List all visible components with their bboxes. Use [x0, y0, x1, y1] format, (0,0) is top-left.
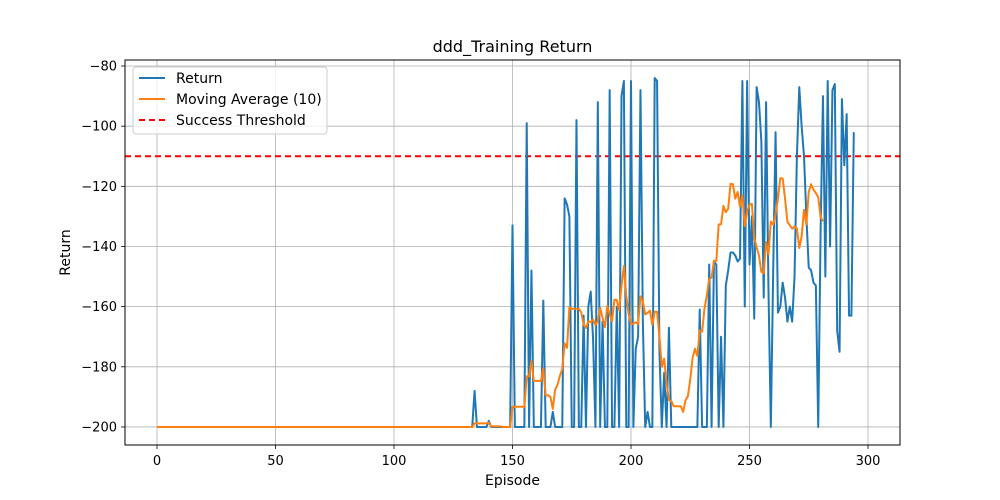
y-tick-label: −140: [81, 240, 117, 255]
y-tick-label: −160: [81, 300, 117, 315]
x-tick-label: 0: [153, 454, 161, 469]
x-tick-label: 100: [382, 454, 407, 469]
x-axis-label: Episode: [485, 473, 540, 489]
y-tick-label: −80: [90, 60, 117, 75]
legend-label-return: Return: [176, 71, 222, 87]
y-tick-label: −200: [81, 420, 117, 435]
legend-label-moving-average: Moving Average (10): [176, 92, 322, 108]
legend: Return Moving Average (10) Success Thres…: [132, 66, 328, 135]
legend-label-threshold: Success Threshold: [176, 113, 306, 129]
series-moving-average-line: [157, 177, 824, 428]
x-tick-label: 50: [267, 454, 284, 469]
legend-box: [132, 66, 328, 135]
y-axis: −200 −180 −160 −140 −120 −100 −80: [81, 60, 125, 435]
y-tick-label: −100: [81, 120, 117, 135]
plot-area: [125, 77, 900, 428]
x-tick-label: 150: [500, 454, 525, 469]
x-tick-label: 250: [737, 454, 762, 469]
chart-title: ddd_Training Return: [433, 37, 593, 57]
x-tick-label: 300: [856, 454, 881, 469]
x-axis: 0 50 100 150 200 250 300: [153, 445, 881, 469]
y-tick-label: −180: [81, 360, 117, 375]
y-axis-label: Return: [58, 229, 74, 275]
y-tick-label: −120: [81, 180, 117, 195]
x-tick-label: 200: [619, 454, 644, 469]
